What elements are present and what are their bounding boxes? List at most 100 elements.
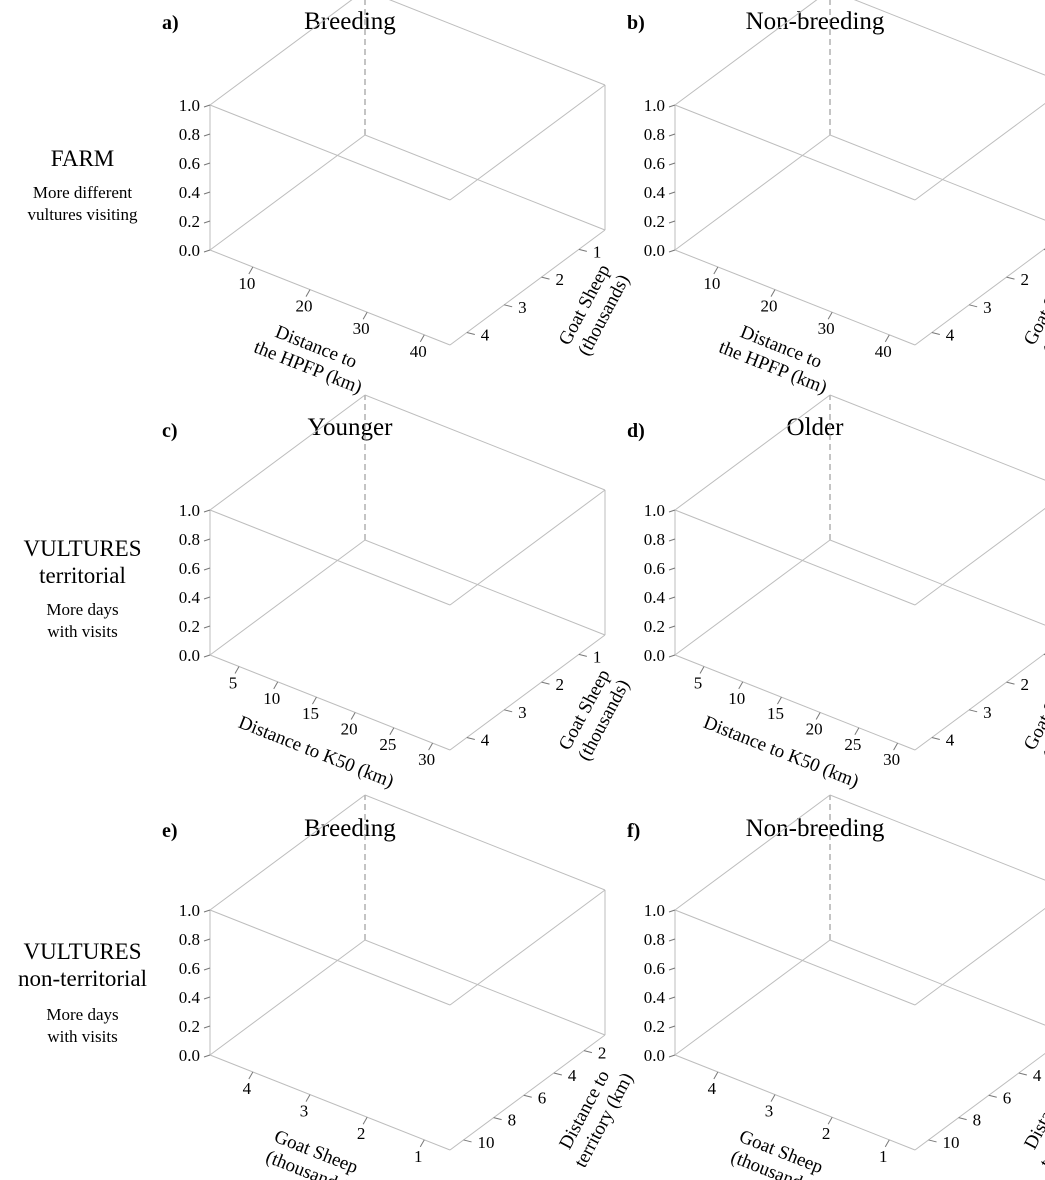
x-tick — [713, 1071, 719, 1080]
z-tick — [668, 596, 676, 600]
z-tick-label: 0.8 — [644, 930, 665, 949]
panel-letter-d: d) — [627, 420, 645, 442]
x-tick-label: 1 — [879, 1147, 888, 1166]
y-tick — [493, 1117, 502, 1121]
z-tick — [203, 909, 211, 913]
y-tick-label: 6 — [538, 1088, 547, 1107]
z-tick-label: 0.6 — [644, 559, 665, 578]
panel-title-a: Breeding — [304, 8, 396, 35]
x-tick-label: 15 — [302, 704, 319, 723]
z-tick — [668, 996, 676, 1000]
x-tick-label: 5 — [694, 673, 703, 692]
y-tick-label: 8 — [508, 1111, 516, 1130]
z-tick — [668, 625, 676, 629]
y-tick-label: 10 — [943, 1133, 960, 1152]
z-tick — [668, 249, 676, 253]
y-tick-label: 3 — [518, 703, 527, 722]
y-tick — [466, 332, 475, 336]
y-tick-label: 2 — [556, 270, 565, 289]
y-tick-label: 2 — [598, 1044, 607, 1063]
x-axis-label: Distance to K50 (km) — [235, 712, 396, 792]
surface-plot-d: 0.00.20.40.60.81.0510152025301234Distanc… — [644, 394, 1045, 792]
z-tick-label: 0.4 — [644, 988, 666, 1007]
y-tick — [553, 1072, 562, 1076]
x-tick — [713, 266, 719, 275]
x-tick — [777, 696, 782, 705]
y-tick — [466, 737, 475, 741]
z-tick — [668, 1025, 676, 1029]
z-tick-label: 1.0 — [644, 501, 665, 520]
y-tick-label: 4 — [481, 326, 490, 345]
row-title: FARM — [50, 146, 115, 171]
x-tick — [884, 334, 890, 343]
x-tick-label: 10 — [263, 689, 280, 708]
z-tick-label: 0.8 — [644, 125, 665, 144]
y-tick — [504, 709, 513, 713]
x-tick — [305, 289, 311, 297]
y-tick-label: 1 — [593, 647, 602, 666]
z-tick-label: 0.4 — [644, 183, 666, 202]
z-tick-label: 0.6 — [179, 154, 200, 173]
z-tick-label: 0.4 — [179, 183, 201, 202]
z-tick-label: 0.6 — [179, 559, 200, 578]
x-tick-label: 4 — [243, 1079, 252, 1098]
x-tick — [389, 727, 395, 736]
x-tick — [350, 712, 356, 720]
z-tick — [203, 625, 211, 629]
x-tick-label: 40 — [410, 342, 427, 361]
panel-title-e: Breeding — [304, 815, 396, 842]
z-tick-label: 0.6 — [644, 154, 665, 173]
z-tick — [203, 104, 211, 108]
row-subtitle-line: More days — [46, 1005, 119, 1024]
x-tick — [305, 1094, 311, 1102]
z-tick — [203, 162, 211, 166]
x-tick-label: 3 — [300, 1102, 309, 1121]
panel-letter-a: a) — [162, 12, 179, 34]
y-tick — [1006, 276, 1015, 280]
axis-box — [674, 794, 1045, 1151]
z-tick — [668, 133, 676, 137]
y-tick — [1006, 681, 1015, 685]
panel-title-d: Older — [786, 414, 844, 441]
z-tick — [668, 162, 676, 166]
z-tick — [203, 596, 211, 600]
x-tick — [815, 712, 821, 720]
panel-letter-e: e) — [162, 820, 178, 842]
x-tick — [419, 1139, 425, 1148]
x-tick-label: 20 — [296, 297, 313, 316]
z-tick — [203, 996, 211, 1000]
row-subtitle-line: with visits — [47, 1027, 118, 1046]
x-tick-label: 4 — [708, 1079, 717, 1098]
y-tick-label: 3 — [983, 298, 992, 317]
y-tick — [583, 1050, 593, 1054]
panel-title-c: Younger — [307, 414, 393, 441]
x-tick — [699, 666, 705, 674]
z-tick-label: 0.6 — [644, 959, 665, 978]
x-tick-label: 20 — [806, 719, 823, 738]
z-tick-label: 0.2 — [644, 212, 665, 231]
z-tick-label: 0.2 — [179, 1017, 200, 1036]
z-tick — [668, 104, 676, 108]
z-tick — [668, 967, 676, 971]
x-tick-label: 2 — [822, 1124, 831, 1143]
x-axis-label-line: Distance to K50 (km) — [235, 712, 396, 792]
y-tick — [928, 1139, 937, 1143]
x-tick-label: 10 — [728, 689, 745, 708]
x-tick — [312, 696, 317, 705]
z-tick-label: 0.8 — [179, 930, 200, 949]
y-tick-label: 2 — [1021, 270, 1030, 289]
x-tick — [419, 334, 425, 343]
z-tick — [668, 509, 676, 513]
x-axis-label-line: Distance to K50 (km) — [700, 712, 861, 792]
z-tick-label: 0.4 — [644, 588, 666, 607]
z-tick-label: 0.8 — [644, 530, 665, 549]
x-tick-label: 20 — [341, 719, 358, 738]
z-tick — [668, 938, 676, 942]
y-tick — [931, 737, 940, 741]
z-tick-label: 0.4 — [179, 588, 201, 607]
x-tick-label: 2 — [357, 1124, 366, 1143]
x-tick — [428, 742, 434, 751]
y-tick — [463, 1139, 472, 1143]
z-tick-label: 1.0 — [179, 96, 200, 115]
